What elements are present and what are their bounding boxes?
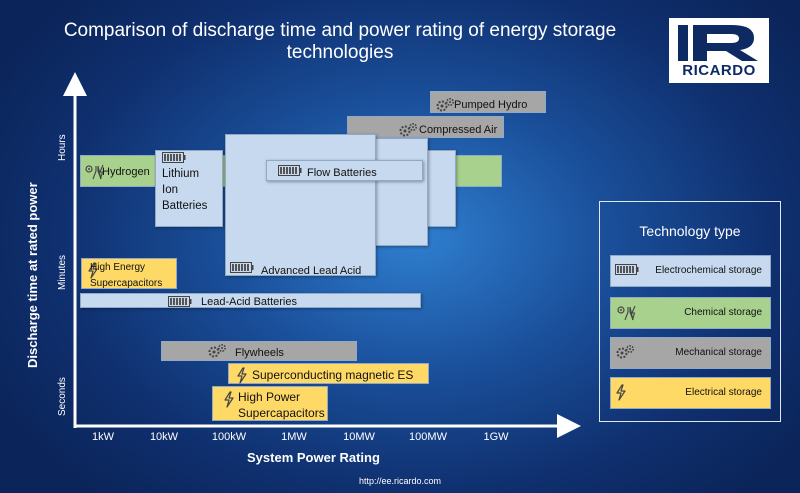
bar-flywheels: Flywheels [161, 341, 357, 361]
electrochemical-icon [230, 262, 254, 276]
mechanical-icon [615, 344, 637, 365]
mechanical-icon [207, 343, 229, 362]
bar-high-energy-supercapacitors: High Energy Supercapacitors [81, 258, 177, 289]
bar-advanced-lead-acid: Advanced Lead Acid [225, 134, 376, 277]
ricardo-r-logo-icon [678, 25, 758, 61]
x-tick-label: 1MW [281, 431, 307, 443]
chemical-icon [83, 163, 105, 184]
electrochemical-icon [615, 262, 639, 280]
bar-label: Flywheels [235, 347, 284, 359]
footer-url: http://ee.ricardo.com [358, 476, 442, 486]
ricardo-logo: RICARDO [669, 18, 769, 83]
electrical-icon [615, 384, 627, 406]
legend-label: Electrochemical storage [655, 265, 762, 276]
bar-flow-batteries: Flow Batteries [266, 160, 423, 181]
x-axis-label: System Power Rating [247, 450, 380, 465]
x-tick-label: 10MW [343, 431, 375, 443]
bar-label: High Energy Supercapacitors [90, 262, 163, 289]
x-tick-label: 1GW [483, 431, 509, 443]
legend-item: Mechanical storage [610, 337, 771, 369]
electrochemical-icon [168, 296, 192, 310]
legend-label: Electrical storage [685, 387, 762, 398]
electrical-icon [223, 391, 235, 411]
legend-title: Technology type [639, 223, 741, 239]
chemical-icon [615, 304, 637, 327]
y-axis-label: Discharge time at rated power [25, 182, 40, 368]
legend: Technology type Electrochemical storage C… [599, 201, 781, 422]
x-tick-label: 1kW [92, 431, 114, 443]
legend-item: Electrochemical storage [610, 255, 771, 287]
bar-lead-acid-batteries: Lead-Acid Batteries [80, 293, 421, 308]
electrical-icon [87, 262, 99, 282]
legend-label: Chemical storage [684, 307, 762, 318]
legend-item: Chemical storage [610, 297, 771, 329]
y-tick-label: Hours [57, 134, 68, 161]
bar-high-power-supercapacitors: High Power Supercapacitors [212, 386, 328, 421]
electrochemical-icon [162, 152, 186, 166]
bar-label: Superconducting magnetic ES [252, 368, 414, 382]
y-tick-label: Minutes [57, 254, 68, 290]
chart-title: Comparison of discharge time and power r… [63, 20, 617, 63]
bar-label: Pumped Hydro [454, 99, 528, 111]
x-tick-label: 100MW [409, 431, 447, 443]
bar-label: Lithium Ion Batteries [162, 168, 208, 212]
x-tick-label: 10kW [149, 431, 179, 443]
bar-superconducting-magnetic-es: Superconducting magnetic ES [228, 363, 429, 384]
bar-label: Advanced Lead Acid [261, 265, 362, 277]
bar-compressed-air: Compressed Air [347, 116, 504, 138]
bar-lithium-ion-batteries: Lithium Ion Batteries [155, 150, 223, 227]
legend-item: Electrical storage [610, 377, 771, 409]
x-tick-label: 100kW [211, 431, 247, 443]
bar-label: High Power Supercapacitors [238, 390, 325, 420]
bar-label: Hydrogen [102, 166, 150, 178]
y-tick-label: Seconds [57, 377, 68, 416]
bar-label: Compressed Air [419, 124, 498, 136]
electrical-icon [236, 367, 248, 387]
electrochemical-icon [278, 165, 302, 179]
legend-label: Mechanical storage [675, 347, 762, 358]
bar-pumped-hydro: Pumped Hydro [430, 91, 546, 113]
mechanical-icon [398, 122, 420, 141]
bar-label: Flow Batteries [307, 167, 377, 179]
mechanical-icon [435, 97, 457, 116]
bar-label: Lead-Acid Batteries [201, 296, 297, 308]
logo-text: RICARDO [682, 62, 756, 79]
